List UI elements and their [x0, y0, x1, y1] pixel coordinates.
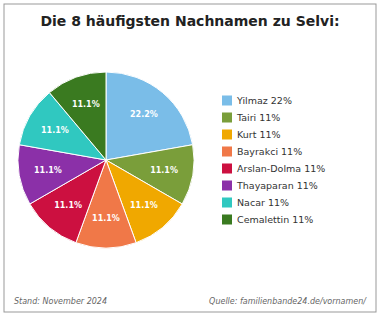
footer-note: Quelle: familienbande24.de/vornamen/	[209, 297, 367, 306]
data-label: 11.1%	[130, 201, 158, 210]
legend: Yilmaz 22% Tairi 11% Kurt 11% Bayrakci 11% A…	[222, 95, 325, 225]
legend-swatch	[222, 130, 232, 140]
legend-label: Thayaparan 11%	[236, 180, 318, 191]
legend-label: Cemalettin 11%	[237, 214, 313, 225]
slices	[18, 72, 194, 248]
legend-swatch	[222, 96, 232, 106]
data-label: 11.1%	[34, 166, 62, 175]
data-label: 11.1%	[54, 201, 82, 210]
legend-swatch	[222, 215, 232, 225]
legend-swatch	[222, 113, 232, 123]
data-label: 11.1%	[150, 166, 178, 175]
legend-label: Yilmaz 22%	[236, 95, 292, 106]
footer-note: Stand: November 2024	[14, 297, 107, 306]
data-label: 11.1%	[41, 126, 69, 135]
legend-label: Kurt 11%	[237, 129, 281, 140]
legend-label: Bayrakci 11%	[237, 146, 302, 157]
legend-label: Arslan-Dolma 11%	[237, 163, 325, 174]
data-label: 22.2%	[130, 110, 158, 119]
legend-swatch	[222, 181, 232, 191]
data-label: 11.1%	[92, 214, 120, 223]
frame	[4, 4, 376, 312]
data-labels: 22.2% 11.1% 11.1% 11.1% 11.1% 11.1% 11.1% 11.1%	[34, 100, 178, 223]
chart-container: Die 8 häufigsten Nachnamen zu Selvi: 22.2…	[0, 0, 380, 316]
data-label: 11.1%	[72, 100, 100, 109]
legend-swatch	[222, 147, 232, 157]
chart: Die 8 häufigsten Nachnamen zu Selvi: 22.2…	[0, 0, 380, 316]
legend-swatch	[222, 198, 232, 208]
legend-label: Tairi 11%	[236, 112, 280, 123]
title: Die 8 häufigsten Nachnamen zu Selvi:	[40, 13, 339, 29]
slice	[49, 72, 106, 160]
legend-label: Nacar 11%	[237, 197, 289, 208]
legend-swatch	[222, 164, 232, 174]
